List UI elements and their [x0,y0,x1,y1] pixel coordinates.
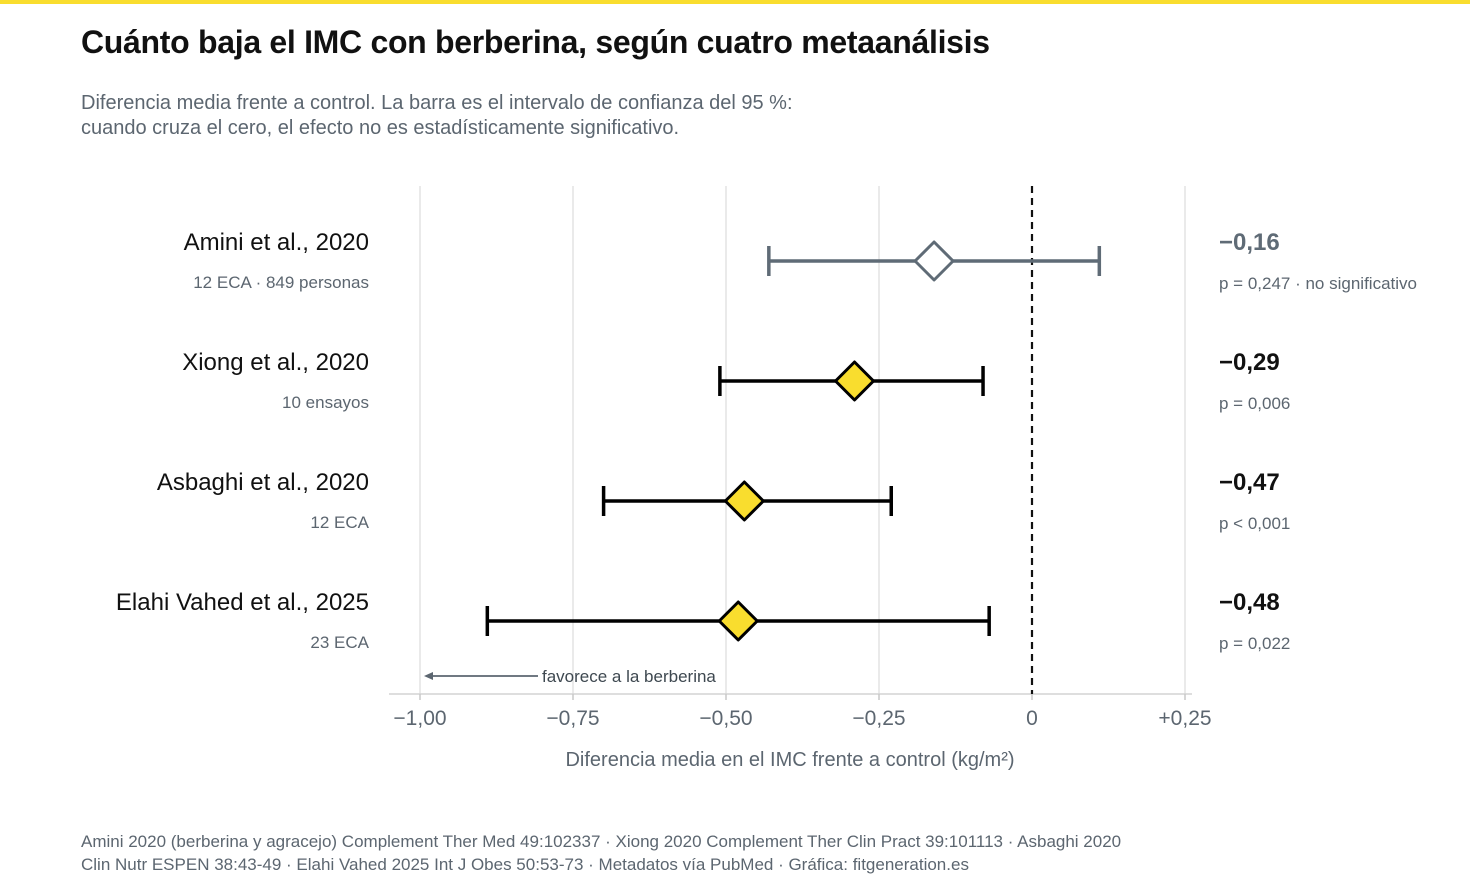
p-value-label: p = 0,247 · no significativo [1219,274,1417,293]
study-detail: 23 ECA [310,633,369,652]
x-tick-label: 0 [1026,707,1038,730]
x-axis-label: Diferencia media en el IMC frente a cont… [565,749,1014,771]
subtitle-line: Diferencia media frente a control. La ba… [81,92,793,114]
annotation-text: favorece a la berberina [542,667,716,686]
footer-line: Clin Nutr ESPEN 38:43-49 · Elahi Vahed 2… [81,855,969,874]
estimate-diamond [717,600,759,642]
p-value-label: p = 0,022 [1219,634,1290,653]
x-tick-label: −0,25 [852,707,905,730]
estimate-label: −0,47 [1219,469,1280,496]
forest-plot: −1,00 −0,75 −0,50 −0,25 0 +0,25 Diferencia med… [116,186,1417,771]
estimate-label: −0,29 [1219,349,1280,376]
study-detail: 10 ensayos [282,393,369,412]
x-tick-label: −0,50 [699,707,752,730]
study-name: Amini et al., 2020 [184,229,369,256]
x-tick-label: −0,75 [546,707,599,730]
p-value-label: p = 0,006 [1219,394,1290,413]
study-name: Asbaghi et al., 2020 [157,469,369,496]
p-value-label: p < 0,001 [1219,514,1290,533]
study-detail: 12 ECA · 849 personas [193,273,369,292]
estimate-diamond [723,480,765,522]
subtitle-line: cuando cruza el cero, el efecto no es es… [81,117,680,139]
estimate-diamond [913,240,955,282]
study-name: Elahi Vahed et al., 2025 [116,589,369,616]
x-tick-label: −1,00 [393,707,446,730]
x-tick-label: +0,25 [1158,707,1211,730]
estimate-diamond [834,360,876,402]
chart-title: Cuánto baja el IMC con berberina, según … [81,24,990,60]
study-name: Xiong et al., 2020 [182,349,369,376]
study-detail: 12 ECA [310,513,369,532]
footer-line: Amini 2020 (berberina y agracejo) Comple… [81,832,1122,851]
accent-top-bar [0,0,1470,4]
annotation-arrow-head [424,672,433,680]
estimate-label: −0,48 [1219,589,1280,616]
chart-subtitle: Diferencia media frente a control. La ba… [81,91,981,141]
estimate-label: −0,16 [1219,229,1280,256]
chart-footer: Amini 2020 (berberina y agracejo) Comple… [81,830,1441,876]
